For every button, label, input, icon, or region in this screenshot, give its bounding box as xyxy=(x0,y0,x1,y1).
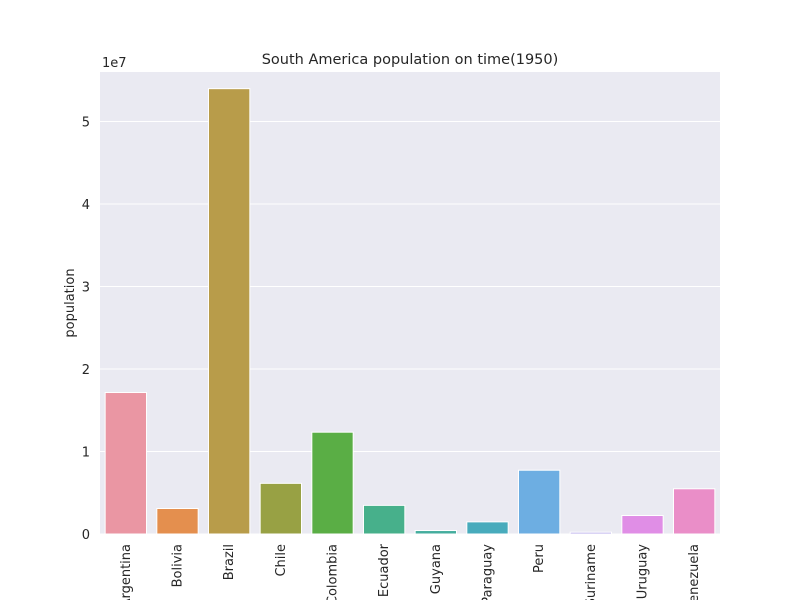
bar-colombia xyxy=(311,431,354,535)
chart-title: South America population on time(1950) xyxy=(262,52,559,68)
bar-argentina xyxy=(104,392,147,535)
bar-paraguay xyxy=(466,521,509,535)
x-axis-ticks: Argentina Bolivia Brazil Chile Colombia Ecuad… xyxy=(119,543,702,600)
y-tick-label: 0 xyxy=(82,528,90,543)
y-tick-label: 3 xyxy=(82,281,90,296)
x-tick-label: Bolivia xyxy=(171,544,186,587)
x-tick-label: Guyana xyxy=(429,544,444,594)
bars xyxy=(104,88,716,535)
x-tick-label: Paraguay xyxy=(481,544,496,600)
gridlines xyxy=(100,121,720,535)
bar-bolivia xyxy=(156,508,199,535)
bar-guyana xyxy=(414,530,457,535)
x-tick-label: Ecuador xyxy=(377,543,392,597)
y-tick-label: 5 xyxy=(82,116,90,131)
bar-suriname xyxy=(569,531,613,535)
y-axis-ticks: 0 1 2 3 4 5 xyxy=(82,116,90,544)
bar-venezuela xyxy=(673,488,716,535)
x-tick-label: Argentina xyxy=(119,544,134,600)
y-tick-label: 2 xyxy=(82,363,90,378)
plot-area xyxy=(100,72,720,534)
bar-uruguay xyxy=(621,515,664,535)
y-axis-label: population xyxy=(63,268,78,337)
bar-chile xyxy=(259,482,302,535)
bar-peru xyxy=(518,469,561,535)
y-tick-label: 1 xyxy=(82,446,90,461)
x-tick-label: Suriname xyxy=(584,544,599,600)
bar-ecuador xyxy=(363,504,406,535)
y-axis-offset-label: 1e7 xyxy=(102,56,127,71)
x-tick-label: Chile xyxy=(274,544,289,577)
x-tick-label: Peru xyxy=(532,544,547,573)
x-tick-label: Brazil xyxy=(222,544,237,580)
y-tick-label: 4 xyxy=(82,198,90,213)
x-tick-label: Uruguay xyxy=(636,544,651,600)
x-tick-label: Venezuela xyxy=(687,544,702,600)
bar-brazil xyxy=(208,88,251,535)
x-tick-label: Colombia xyxy=(326,544,341,600)
